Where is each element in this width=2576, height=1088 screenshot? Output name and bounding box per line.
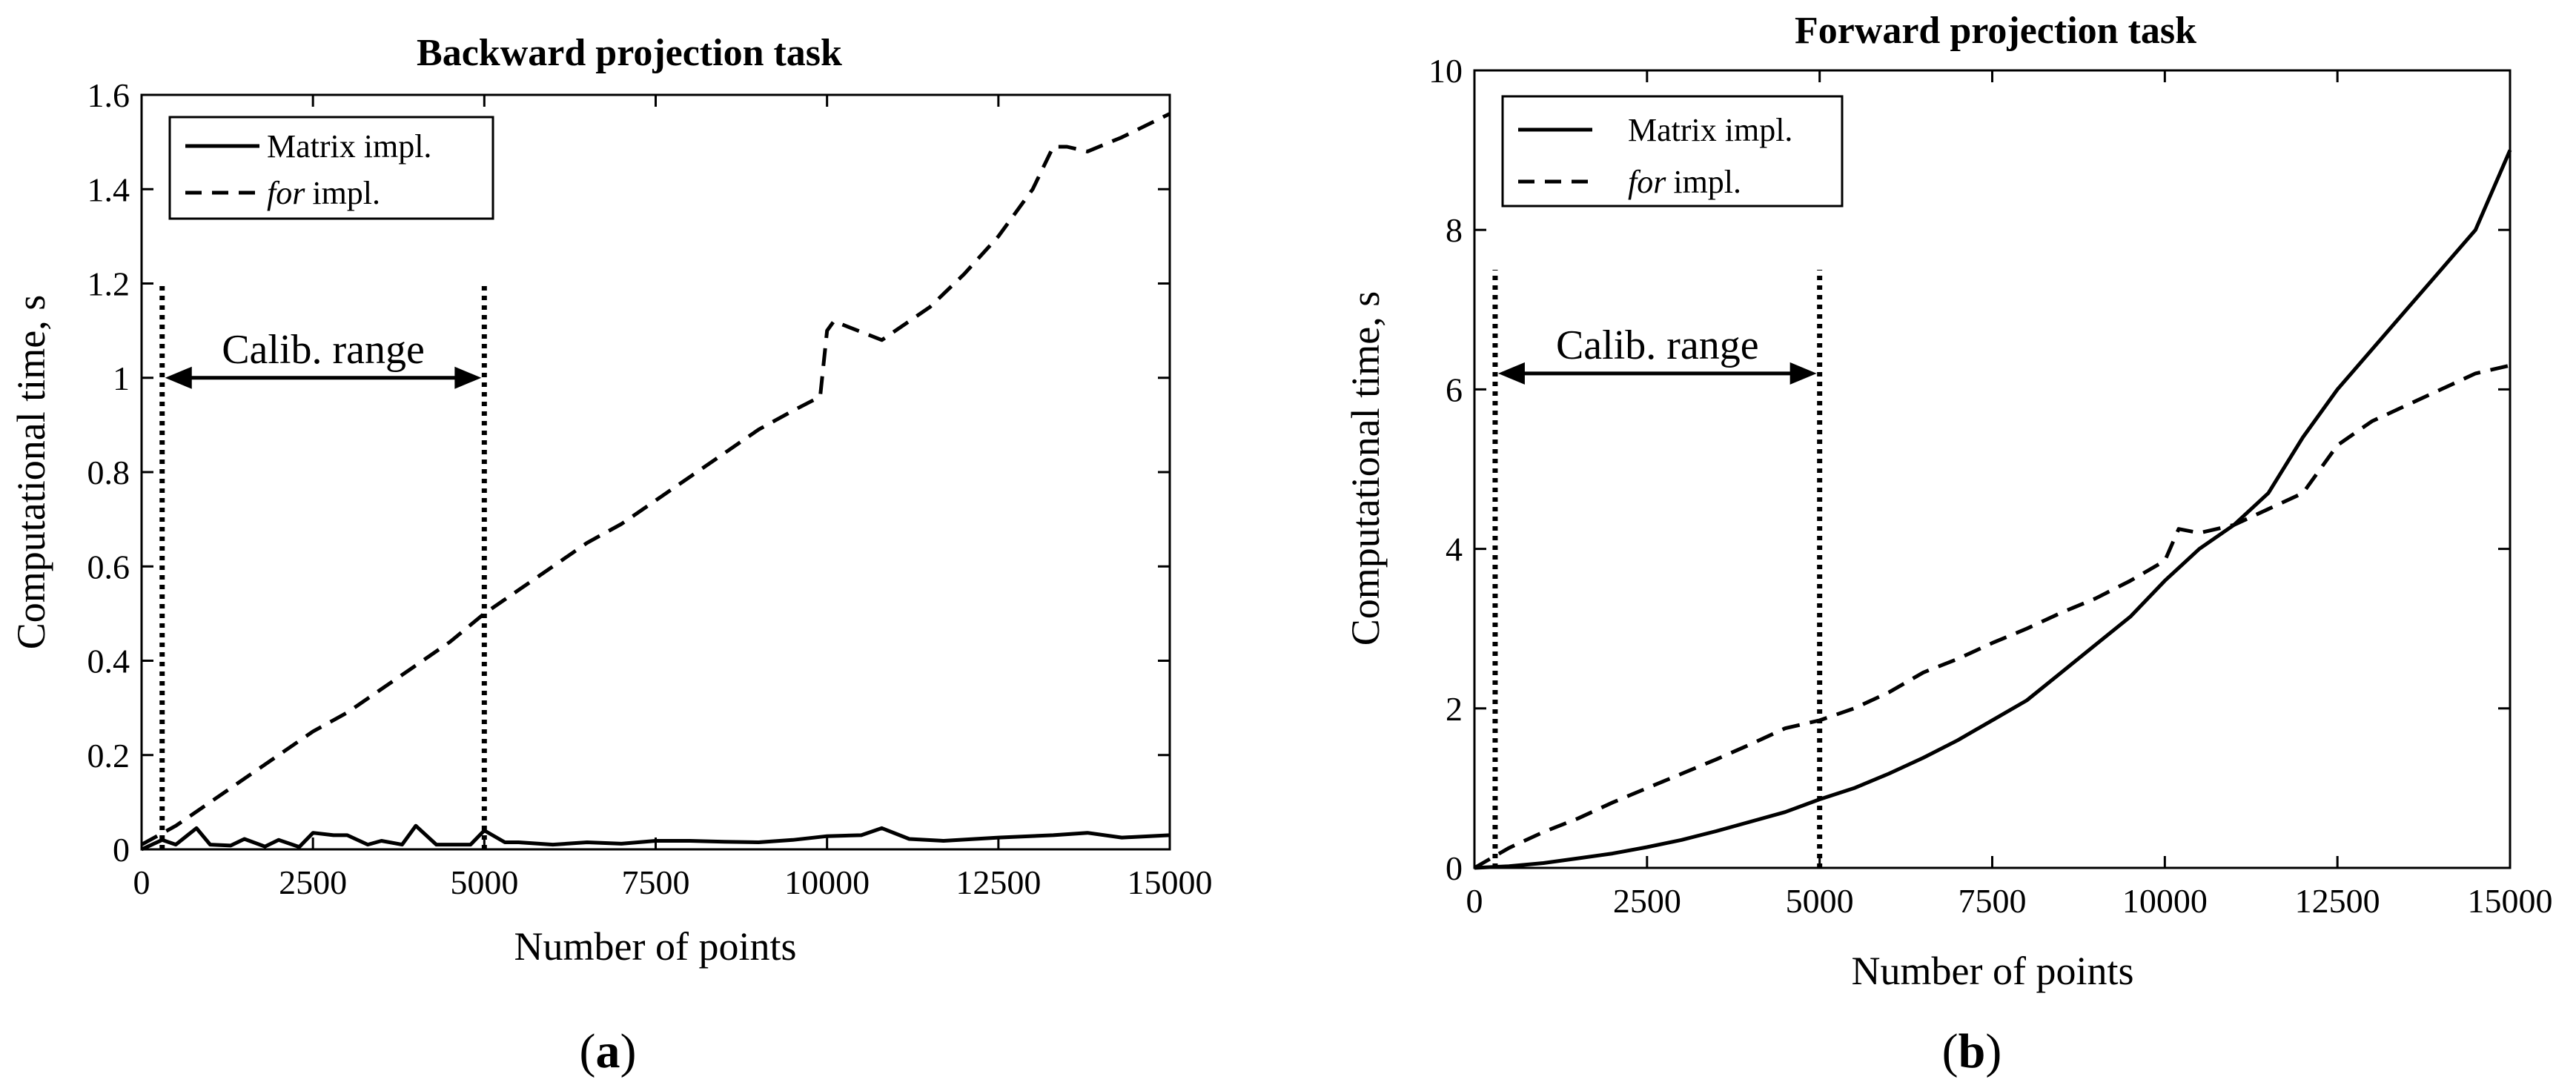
y-tick-label-a: 1 xyxy=(113,359,130,397)
calib-arrowhead-left-a xyxy=(165,366,192,389)
series-line-for-b xyxy=(1473,363,2511,870)
series-line-for-a xyxy=(140,112,1171,846)
y-tick-label-a: 0.8 xyxy=(87,454,130,491)
x-tick-label-a: 0 xyxy=(133,863,150,901)
y-tick-label-b: 10 xyxy=(1428,52,1463,90)
x-tick-label-a: 10000 xyxy=(784,863,870,901)
y-tick-label-a: 1.6 xyxy=(87,76,130,114)
x-tick-label-b: 10000 xyxy=(2122,882,2208,920)
x-tick-label-b: 2500 xyxy=(1613,882,1681,920)
legend-label-for-a: for impl. xyxy=(267,175,380,211)
x-tick-label-b: 5000 xyxy=(1786,882,1854,920)
y-tick-label-b: 8 xyxy=(1446,211,1463,249)
calib-range-label-b: Calib. range xyxy=(1556,322,1759,368)
x-tick-label-b: 15000 xyxy=(2468,882,2553,920)
y-tick-label-b: 0 xyxy=(1446,849,1463,887)
series-line-matrix-b xyxy=(1474,149,2512,870)
panel-b: Forward projection task Calib. range 0 25… xyxy=(1343,10,2553,1078)
legend-label-matrix-a: Matrix impl. xyxy=(267,128,431,165)
legend-italic-for-a: for xyxy=(267,175,305,211)
x-axis-label-b: Number of points xyxy=(1852,949,2134,993)
calib-range-label-a: Calib. range xyxy=(222,327,425,373)
legend-italic-for-b: for xyxy=(1628,164,1666,200)
x-tick-label-a: 12500 xyxy=(956,863,1041,901)
legend-label-matrix-b: Matrix impl. xyxy=(1628,112,1792,148)
x-tick-label-b: 0 xyxy=(1466,882,1483,920)
calib-arrowhead-right-b xyxy=(1789,362,1817,385)
x-tick-label-a: 2500 xyxy=(279,863,347,901)
x-tick-label-b: 7500 xyxy=(1959,882,2027,920)
panel-label-b: (b) xyxy=(1942,1024,2002,1078)
chart-title-a: Backward projection task xyxy=(417,32,842,74)
y-tick-label-a: 0.4 xyxy=(87,643,130,680)
y-axis-label-a: Computational time, s xyxy=(9,295,53,649)
series-line-matrix-a xyxy=(140,823,1171,852)
y-tick-label-a: 1.2 xyxy=(87,265,130,303)
x-tick-label-a: 5000 xyxy=(450,863,518,901)
panel-label-a: (a) xyxy=(580,1024,637,1078)
panel-a: Backward projection task Calib. range 0 2… xyxy=(9,32,1213,1078)
x-tick-label-a: 7500 xyxy=(622,863,690,901)
y-axis-label-b: Computational time, s xyxy=(1343,291,1388,646)
y-tick-label-a: 0 xyxy=(113,831,130,869)
x-tick-label-b: 12500 xyxy=(2295,882,2380,920)
legend-box-a xyxy=(168,116,494,220)
y-tick-label-a: 1.4 xyxy=(87,170,130,208)
x-axis-label-a: Number of points xyxy=(514,924,797,969)
y-tick-label-a: 0.6 xyxy=(87,548,130,586)
y-tick-label-b: 4 xyxy=(1446,531,1463,568)
calib-arrowhead-left-b xyxy=(1497,362,1525,385)
x-tick-label-a: 15000 xyxy=(1128,863,1213,901)
legend-impl-for-a: impl. xyxy=(312,175,380,211)
legend-label-for-b: for impl. xyxy=(1628,164,1741,200)
legend-a: Matrix impl. for impl. xyxy=(168,116,494,220)
calib-arrowhead-right-a xyxy=(454,366,482,389)
legend-box-b xyxy=(1501,95,1844,208)
chart-title-b: Forward projection task xyxy=(1795,10,2196,52)
y-tick-label-b: 2 xyxy=(1446,690,1463,728)
legend-b: Matrix impl. for impl. xyxy=(1501,95,1844,208)
y-tick-label-a: 0.2 xyxy=(87,737,130,774)
legend-impl-for-b: impl. xyxy=(1673,164,1741,200)
y-tick-label-b: 6 xyxy=(1446,371,1463,408)
